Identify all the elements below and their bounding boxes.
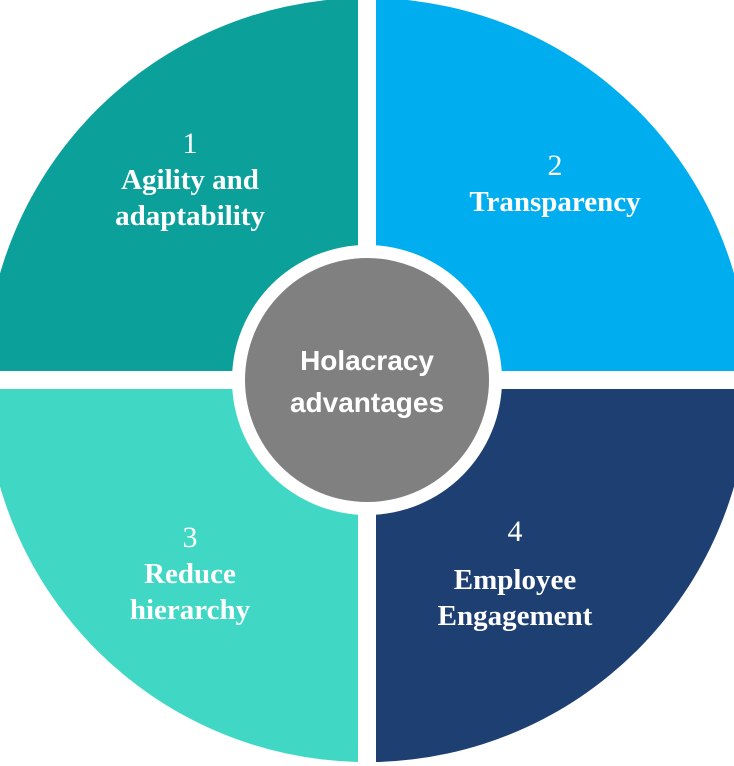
segment-reduce-hierarchy: [0, 389, 358, 762]
segment-2-text: Transparency: [469, 186, 641, 218]
segment-3-label: 3 Reduce hierarchy: [60, 520, 320, 628]
segment-2-number: 2: [547, 149, 563, 182]
segment-2-label: 2 Transparency: [420, 148, 690, 220]
segment-4-label: 4 Employee Engagement: [380, 514, 650, 634]
segment-1-number: 1: [182, 127, 198, 160]
center-title: Holacracy advantages: [289, 345, 445, 418]
segment-agility: [0, 0, 358, 371]
center-circle: [245, 258, 489, 502]
segment-4-number: 4: [507, 515, 523, 548]
segment-4-text: Employee Engagement: [437, 564, 593, 632]
segment-3-text: Reduce hierarchy: [129, 558, 251, 626]
segment-1-text: Agility and adaptability: [115, 164, 265, 232]
segment-employee-engagement: [376, 389, 734, 762]
segment-3-number: 3: [182, 521, 198, 554]
segment-transparency: [376, 0, 734, 371]
segment-1-label: 1 Agility and adaptability: [60, 126, 320, 234]
